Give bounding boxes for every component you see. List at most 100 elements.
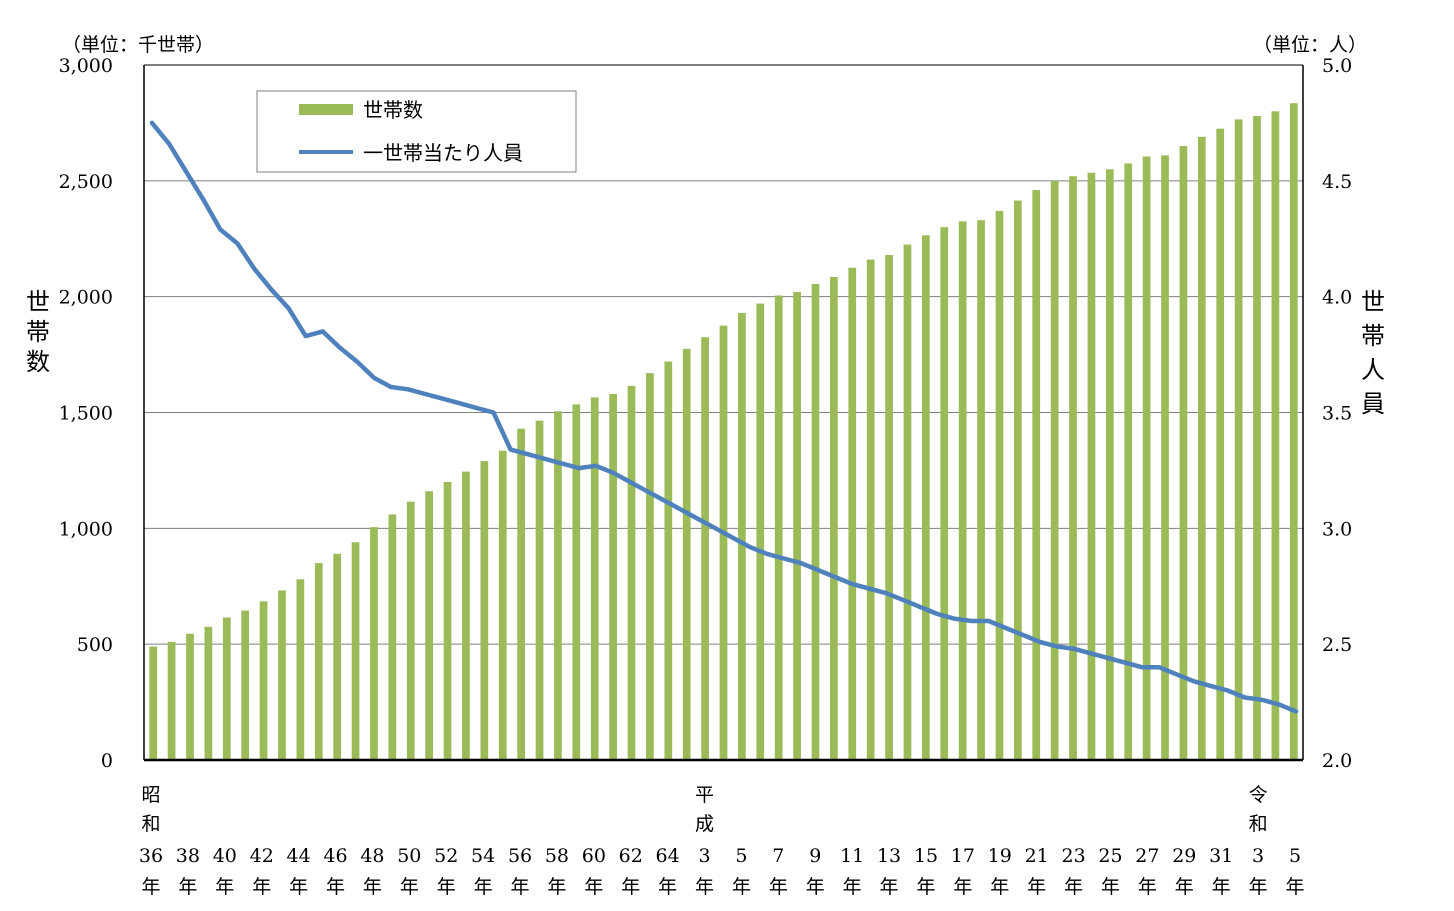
household-bar	[241, 610, 250, 760]
household-bar	[314, 563, 323, 760]
x-tick-suffix: 年	[695, 876, 714, 898]
household-bar	[554, 411, 562, 760]
x-tick-label: 52	[434, 845, 458, 867]
x-tick-suffix: 年	[806, 876, 825, 898]
x-tick-suffix: 年	[1101, 876, 1120, 898]
x-tick-label: 15	[914, 845, 938, 867]
x-tick-label: 25	[1098, 845, 1122, 867]
x-tick-label: 3	[1252, 845, 1264, 867]
left-axis-title-char: 世	[26, 288, 50, 316]
x-tick-label: 11	[840, 845, 864, 867]
household-bar	[1124, 163, 1133, 761]
household-bars	[149, 103, 1298, 761]
right-axis-title-char: 員	[1361, 390, 1385, 418]
household-bar	[627, 385, 636, 760]
x-tick-suffix: 年	[363, 876, 382, 898]
right-axis-unit-label: （単位：人）	[1253, 34, 1367, 56]
household-bar	[1161, 155, 1169, 761]
x-tick-label: 58	[545, 845, 569, 867]
right-tick-label: 4.5	[1322, 171, 1352, 193]
x-tick-label: 3	[699, 845, 711, 867]
legend-bar-swatch	[299, 104, 353, 115]
x-tick-suffix: 年	[732, 876, 751, 898]
left-tick-label: 2,000	[59, 287, 113, 309]
household-bar	[756, 303, 765, 760]
x-tick-label: 62	[619, 845, 643, 867]
household-bar	[793, 292, 801, 760]
left-tick-label: 500	[77, 634, 113, 656]
household-bar	[995, 210, 1004, 760]
x-tick-suffix: 年	[474, 876, 493, 898]
household-bar	[885, 254, 893, 760]
x-tick-suffix: 年	[547, 876, 566, 898]
household-bar	[517, 428, 525, 760]
x-tick-suffix: 年	[1212, 876, 1231, 898]
household-bar	[278, 590, 286, 760]
x-tick-suffix: 年	[178, 876, 197, 898]
x-tick-suffix: 年	[215, 876, 234, 898]
left-axis-title: 世帯数	[26, 288, 50, 376]
right-tick-label: 3.0	[1322, 518, 1352, 540]
left-axis-title-char: 数	[26, 348, 50, 376]
left-axis-unit-label: （単位：千世帯）	[62, 34, 214, 56]
household-bar	[609, 393, 617, 760]
household-bar	[388, 514, 397, 760]
x-tick-label: 7	[772, 845, 784, 867]
x-tick-suffix: 年	[1175, 876, 1194, 898]
x-tick-label: 19	[988, 845, 1012, 867]
x-tick-label: 21	[1025, 845, 1049, 867]
household-bar	[646, 373, 654, 760]
household-bar	[535, 420, 544, 760]
household-bar	[443, 482, 452, 760]
household-bar	[222, 617, 231, 760]
x-tick-suffix: 年	[1027, 876, 1046, 898]
household-bar	[1105, 169, 1114, 760]
left-tick-label: 2,500	[59, 171, 113, 193]
left-tick-label: 1,000	[59, 518, 113, 540]
household-bar	[167, 641, 176, 760]
x-tick-label: 60	[582, 845, 606, 867]
x-era-char: 昭	[141, 784, 160, 806]
x-tick-label: 42	[250, 845, 274, 867]
x-tick-suffix: 年	[1249, 876, 1268, 898]
x-tick-label: 40	[213, 845, 237, 867]
household-bar	[701, 337, 709, 760]
x-tick-suffix: 年	[289, 876, 308, 898]
right-axis-title-char: 世	[1361, 288, 1385, 316]
household-bar	[572, 404, 581, 760]
legend-line-label: 一世帯当たり人員	[363, 141, 523, 165]
household-bar	[738, 312, 746, 760]
legend: 世帯数 一世帯当たり人員	[256, 90, 577, 173]
household-bar	[1179, 146, 1188, 761]
right-tick-label: 5.0	[1322, 55, 1352, 77]
x-tick-suffix: 年	[621, 876, 640, 898]
household-bar	[940, 227, 949, 760]
household-bar	[830, 276, 838, 760]
household-bar	[958, 221, 967, 760]
x-tick-label: 64	[656, 845, 680, 867]
x-tick-suffix: 年	[511, 876, 530, 898]
right-tick-label: 3.5	[1322, 403, 1352, 425]
x-tick-suffix: 年	[1138, 876, 1157, 898]
x-tick-suffix: 年	[658, 876, 677, 898]
x-tick-label: 46	[323, 845, 347, 867]
x-tick-suffix: 年	[141, 876, 160, 898]
household-bar	[1013, 200, 1022, 760]
axes	[143, 64, 1304, 762]
left-tick-label: 3,000	[59, 55, 113, 77]
x-era-char: 令	[1249, 784, 1268, 806]
x-tick-label: 54	[471, 845, 495, 867]
x-axis-labels: 昭和 36 年 38 年 40 年 42 年 44 年 46 年 48 年 50 年 52 年 54 年 56 年 58 年 60…	[139, 784, 1305, 898]
household-bar	[977, 220, 985, 760]
x-tick-suffix: 年	[990, 876, 1009, 898]
right-tick-label: 2.5	[1322, 634, 1352, 656]
household-bar	[590, 397, 599, 760]
left-tick-label: 1,500	[59, 403, 113, 425]
x-tick-suffix: 年	[880, 876, 899, 898]
x-tick-label: 17	[951, 845, 975, 867]
persons-per-household-series-line	[149, 120, 1299, 714]
household-bar	[204, 626, 213, 760]
persons-per-household-line	[149, 120, 1299, 714]
